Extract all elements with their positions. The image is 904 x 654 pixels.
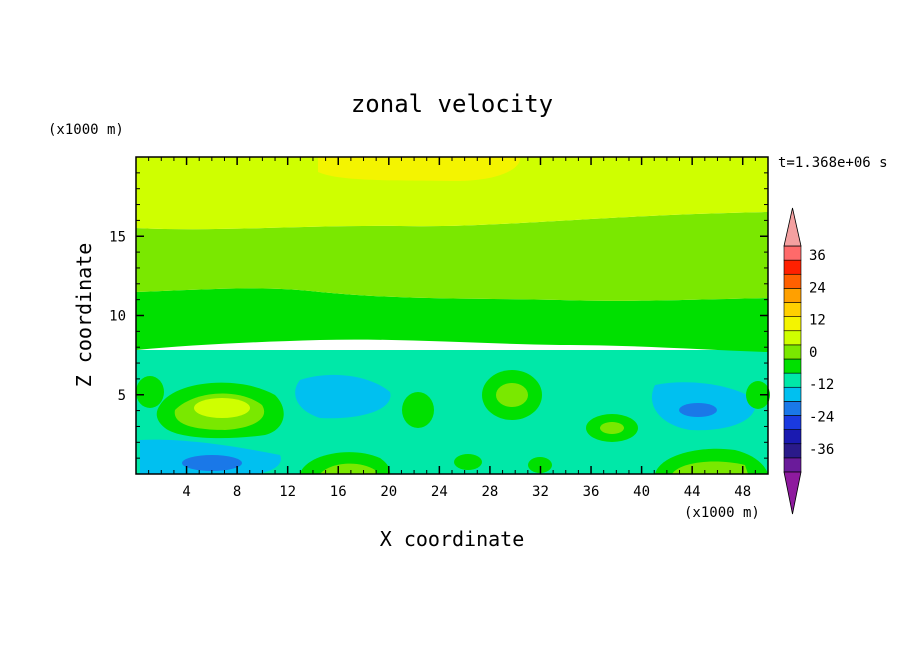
- x-tick-label: 20: [380, 484, 397, 500]
- field-cyan-patch-1: [295, 374, 391, 419]
- colorbar-cell: [783, 302, 802, 317]
- colorbar-tick-label: 36: [809, 248, 826, 264]
- x-axis-label: X coordinate: [380, 527, 525, 551]
- field-green-right-edge: [746, 381, 770, 409]
- colorbar-tick-label: 24: [809, 280, 826, 296]
- x-tick-label: 32: [532, 484, 549, 500]
- colorbar-cell: [783, 344, 802, 360]
- field-yellow-core-left: [194, 398, 250, 418]
- colorbar-cell: [783, 443, 802, 459]
- field-top-band: [136, 157, 768, 230]
- x-tick-label: 16: [330, 484, 347, 500]
- field-green-small-1: [528, 457, 552, 473]
- field-lime-bottom-mid: [320, 463, 376, 474]
- field-blue-eddy-left: [182, 455, 242, 471]
- x-tick-label: 24: [431, 484, 448, 500]
- y-axis-label: Z coordinate: [72, 243, 96, 388]
- colorbar-extend-low: [783, 471, 802, 515]
- y-tick-label: 15: [109, 229, 126, 245]
- chart-title: zonal velocity: [351, 90, 553, 118]
- colorbar-cell: [783, 316, 802, 332]
- colorbar-cell: [783, 429, 802, 445]
- x-tick-label: 12: [279, 484, 296, 500]
- z-unit-label: (x1000 m): [48, 122, 124, 138]
- colorbar-tick-label: 12: [809, 313, 826, 329]
- field-mid-band: [136, 288, 768, 352]
- x-tick-label: 36: [583, 484, 600, 500]
- colorbar-cell: [783, 259, 802, 275]
- field-lime-bottom-right: [672, 461, 748, 474]
- x-tick-label: 4: [182, 484, 190, 500]
- field-green-small-2: [454, 454, 482, 470]
- field-upper-band: [136, 212, 768, 301]
- colorbar-cell: [783, 415, 802, 430]
- y-tick-label: 5: [118, 388, 126, 404]
- field-top-yellow: [318, 157, 521, 182]
- x-unit-label: (x1000 m): [684, 505, 760, 521]
- colorbar-tick-label: -12: [809, 377, 834, 393]
- contour-field: [136, 157, 770, 474]
- x-tick-label: 40: [633, 484, 650, 500]
- field-lime-blob-center: [496, 383, 528, 407]
- colorbar-cell: [783, 273, 802, 289]
- colorbar-tick-label: -24: [809, 410, 834, 426]
- colorbar-tick-label: -36: [809, 442, 834, 458]
- time-label: t=1.368e+06 s: [778, 155, 888, 171]
- x-tick-label: 28: [481, 484, 498, 500]
- colorbar-cell: [783, 358, 802, 374]
- colorbar-cell: [783, 330, 802, 346]
- x-tick-label: 44: [684, 484, 701, 500]
- field-blue-eddy-right: [679, 403, 717, 417]
- colorbar-cell: [783, 457, 802, 473]
- x-tick-label: 48: [734, 484, 751, 500]
- colorbar-cell: [783, 245, 802, 261]
- field-green-left-edge: [136, 376, 164, 408]
- y-ticks: 5 10 15: [109, 172, 768, 459]
- x-ticks: 4 8 12 16 20 24 28 32 36 40 44 48: [148, 157, 756, 500]
- colorbar-cell: [783, 401, 802, 416]
- field-green-blob-small: [402, 392, 434, 428]
- colorbar-cell: [783, 386, 802, 402]
- colorbar: 36 24 12 0 -12 -24 -36: [783, 207, 834, 515]
- colorbar-extend-high: [783, 207, 802, 247]
- field-lime-blob-right: [600, 422, 624, 434]
- y-tick-label: 10: [109, 309, 126, 325]
- x-tick-label: 8: [233, 484, 241, 500]
- colorbar-cell: [783, 288, 802, 303]
- colorbar-tick-label: 0: [809, 345, 817, 361]
- colorbar-cell: [783, 372, 802, 388]
